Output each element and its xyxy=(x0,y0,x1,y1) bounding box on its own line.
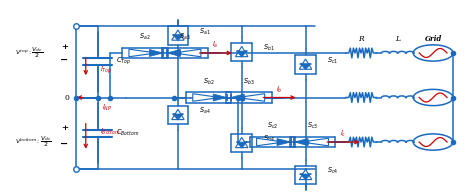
Text: $S_{c3}$: $S_{c3}$ xyxy=(307,121,318,131)
Polygon shape xyxy=(193,94,220,101)
Text: $S_{c1}$: $S_{c1}$ xyxy=(327,56,338,66)
Text: $S_{b1}$: $S_{b1}$ xyxy=(263,43,274,53)
Text: $I_{Bottom}$: $I_{Bottom}$ xyxy=(100,127,120,137)
Text: +: + xyxy=(61,124,68,132)
Text: −: − xyxy=(60,56,69,65)
Polygon shape xyxy=(129,49,156,57)
Polygon shape xyxy=(172,109,184,120)
Polygon shape xyxy=(173,35,183,41)
Text: R: R xyxy=(358,35,364,43)
Polygon shape xyxy=(173,114,183,120)
Text: Grid: Grid xyxy=(425,35,442,43)
Text: $S_{b3}$: $S_{b3}$ xyxy=(243,76,255,87)
Polygon shape xyxy=(299,59,312,69)
Polygon shape xyxy=(299,169,312,180)
Text: L: L xyxy=(395,35,400,43)
Text: $I_{NP}$: $I_{NP}$ xyxy=(102,103,112,113)
Polygon shape xyxy=(301,174,311,180)
Polygon shape xyxy=(237,51,247,57)
Polygon shape xyxy=(173,49,201,57)
Polygon shape xyxy=(236,46,248,57)
Text: $I_c$: $I_c$ xyxy=(340,129,346,139)
Polygon shape xyxy=(236,137,248,148)
Polygon shape xyxy=(277,138,291,145)
Polygon shape xyxy=(237,94,264,101)
Text: $S_{b4}$: $S_{b4}$ xyxy=(263,134,274,144)
Polygon shape xyxy=(213,94,227,101)
Text: $S_{a3}$: $S_{a3}$ xyxy=(179,32,191,42)
Polygon shape xyxy=(231,94,244,101)
Text: $C_{Top}$: $C_{Top}$ xyxy=(117,56,131,67)
Text: $I_b$: $I_b$ xyxy=(276,85,283,95)
Text: $S_{a1}$: $S_{a1}$ xyxy=(199,27,210,37)
Polygon shape xyxy=(301,138,328,146)
Polygon shape xyxy=(294,138,308,145)
Polygon shape xyxy=(149,50,163,57)
Text: $S_{c2}$: $S_{c2}$ xyxy=(267,121,278,131)
Text: 0: 0 xyxy=(64,93,69,102)
Text: −: − xyxy=(60,139,69,148)
Text: $S_{a4}$: $S_{a4}$ xyxy=(199,106,211,116)
Text: $S_{c4}$: $S_{c4}$ xyxy=(327,166,338,176)
Text: +: + xyxy=(61,43,68,51)
Text: $S_{b2}$: $S_{b2}$ xyxy=(203,76,214,87)
Text: $I_a$: $I_a$ xyxy=(212,40,219,50)
Text: $S_{a2}$: $S_{a2}$ xyxy=(139,32,151,42)
Text: $V^{top}:\dfrac{V_{dc}}{2}$: $V^{top}:\dfrac{V_{dc}}{2}$ xyxy=(15,46,43,60)
Polygon shape xyxy=(237,142,247,148)
Text: $V^{bottom}:\dfrac{V_{dc}}{2}$: $V^{bottom}:\dfrac{V_{dc}}{2}$ xyxy=(15,135,52,149)
Polygon shape xyxy=(167,50,181,57)
Polygon shape xyxy=(172,30,184,40)
Text: $C_{Bottom}$: $C_{Bottom}$ xyxy=(117,128,140,138)
Text: $I_{Top}$: $I_{Top}$ xyxy=(100,65,112,76)
Polygon shape xyxy=(301,64,311,70)
Polygon shape xyxy=(256,138,284,146)
